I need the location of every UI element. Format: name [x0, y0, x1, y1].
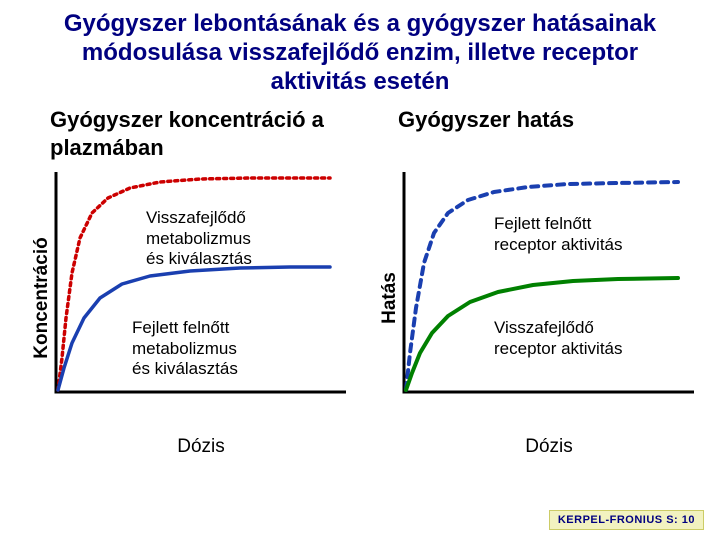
panels-row: Gyógyszer koncentráció a plazmában Konce…: [0, 102, 720, 458]
left-annotation-lower: Fejlett felnőttmetabolizmusés kiválasztá…: [132, 318, 238, 379]
right-ylabel: Hatás: [379, 273, 401, 325]
right-panel: Gyógyszer hatás Hatás Fejlett felnőttrec…: [368, 106, 700, 458]
footer-credit: KERPEL-FRONIUS S: 10: [549, 510, 704, 530]
right-annotation-upper: Fejlett felnőttreceptor aktivitás: [494, 214, 623, 255]
right-plot-area: Hatás Fejlett felnőttreceptor aktivitás …: [398, 168, 700, 428]
left-plot-area: Koncentráció Visszafejlődőmetabolizmusés…: [50, 168, 352, 428]
left-xlabel: Dózis: [20, 428, 352, 458]
left-panel-title: Gyógyszer koncentráció a plazmában: [20, 106, 352, 168]
right-panel-title: Gyógyszer hatás: [368, 106, 700, 168]
left-panel: Gyógyszer koncentráció a plazmában Konce…: [20, 106, 352, 458]
left-annotation-upper: Visszafejlődőmetabolizmusés kiválasztás: [146, 208, 252, 269]
right-xlabel: Dózis: [368, 428, 700, 458]
right-plot-svg: [398, 168, 698, 398]
right-annotation-lower: Visszafejlődőreceptor aktivitás: [494, 318, 623, 359]
left-ylabel: Koncentráció: [31, 238, 53, 359]
page-title: Gyógyszer lebontásának és a gyógyszer ha…: [0, 0, 720, 102]
